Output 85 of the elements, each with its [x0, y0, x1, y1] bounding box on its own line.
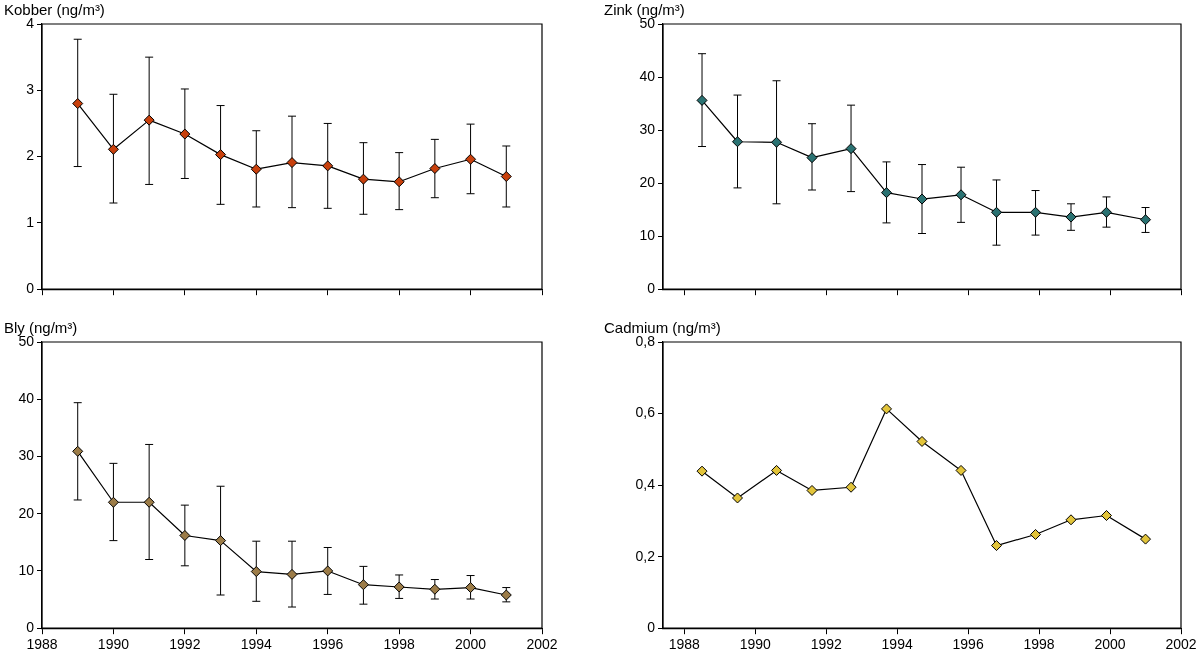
- y-tick-label: 0: [647, 280, 656, 297]
- point: [1030, 206, 1042, 218]
- point: [732, 136, 744, 148]
- x-tick-label: 1990: [97, 636, 130, 653]
- x-tick-label: 1990: [739, 636, 772, 653]
- point: [881, 403, 893, 415]
- point: [955, 464, 967, 476]
- point: [250, 566, 262, 578]
- point: [179, 529, 191, 541]
- x-tick-label: 2002: [1165, 636, 1197, 653]
- point: [357, 579, 369, 591]
- point: [1140, 533, 1152, 545]
- point: [1065, 211, 1077, 223]
- point: [500, 170, 512, 182]
- y-tick-label: 1: [26, 213, 35, 230]
- point: [696, 465, 708, 477]
- point: [845, 143, 857, 155]
- y-tick-label: 0: [647, 619, 656, 636]
- y-tick-label: 0,6: [635, 404, 656, 421]
- point: [732, 492, 744, 504]
- point: [286, 157, 298, 169]
- y-tick-label: 30: [639, 120, 656, 137]
- point: [357, 173, 369, 185]
- y-tick-label: 0: [26, 619, 35, 636]
- point: [215, 149, 227, 161]
- point: [1100, 510, 1112, 522]
- x-tick-label: 1992: [169, 636, 201, 653]
- point: [881, 187, 893, 199]
- point: [1100, 206, 1112, 218]
- point: [806, 484, 818, 496]
- y-tick-label: 0: [26, 280, 35, 297]
- y-tick-label: 10: [639, 227, 656, 244]
- point: [465, 582, 477, 594]
- point: [286, 568, 298, 580]
- point: [696, 94, 708, 106]
- point: [916, 193, 928, 205]
- point: [393, 176, 405, 188]
- x-tick-label: 1996: [952, 636, 984, 653]
- point: [955, 189, 967, 201]
- point: [72, 445, 84, 457]
- point: [845, 481, 857, 493]
- point: [771, 464, 783, 476]
- y-tick-label: 40: [18, 390, 35, 407]
- point: [991, 206, 1003, 218]
- point: [72, 98, 84, 110]
- point: [1030, 528, 1042, 540]
- x-tick-label: 1994: [881, 636, 913, 653]
- y-tick-label: 40: [639, 67, 656, 84]
- point: [250, 163, 262, 175]
- point: [107, 496, 119, 508]
- y-tick-label: 30: [18, 447, 35, 464]
- point: [215, 535, 227, 547]
- point: [991, 540, 1003, 552]
- x-tick-label: 1988: [26, 636, 58, 653]
- point: [143, 114, 155, 126]
- x-tick-label: 1998: [1023, 636, 1055, 653]
- point: [322, 160, 334, 172]
- point: [179, 128, 191, 140]
- x-tick-label: 1992: [810, 636, 842, 653]
- point: [107, 143, 119, 155]
- y-tick-label: 0,4: [635, 475, 656, 492]
- point: [465, 153, 477, 165]
- x-tick-label: 2000: [454, 636, 487, 653]
- x-tick-label: 1996: [312, 636, 344, 653]
- point: [916, 435, 928, 447]
- point: [322, 565, 334, 577]
- y-tick-label: 2: [26, 147, 35, 164]
- x-tick-label: 1994: [240, 636, 273, 653]
- y-tick-label: 20: [639, 173, 656, 190]
- point: [143, 496, 155, 508]
- point: [806, 152, 818, 164]
- point: [429, 583, 441, 595]
- point: [393, 581, 405, 593]
- y-tick-label: 3: [26, 81, 35, 98]
- y-tick-label: 10: [18, 561, 35, 578]
- x-tick-label: 2000: [1094, 636, 1126, 653]
- point: [1065, 514, 1077, 526]
- y-tick-label: 0,2: [635, 547, 656, 564]
- x-tick-label: 1998: [383, 636, 415, 653]
- y-tick-label: 20: [18, 504, 35, 521]
- x-tick-label: 1988: [668, 636, 701, 653]
- point: [429, 163, 441, 175]
- x-tick-label: 2002: [526, 636, 558, 653]
- point: [1140, 214, 1152, 226]
- point: [771, 136, 783, 148]
